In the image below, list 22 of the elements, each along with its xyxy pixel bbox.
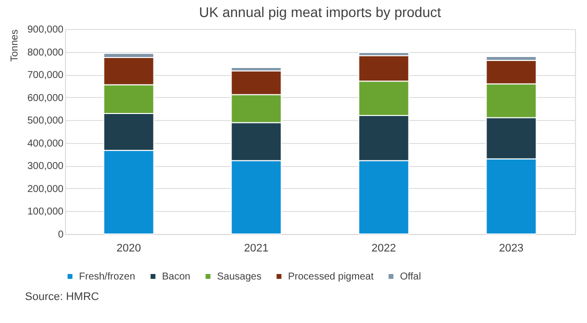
- x-tick-label: 2020: [116, 242, 141, 254]
- y-tick-label: 500,000: [27, 116, 64, 127]
- source-note: Source: HMRC: [25, 291, 100, 303]
- x-tick-label: 2023: [499, 242, 524, 254]
- y-tick-label: 300,000: [27, 161, 64, 172]
- y-axis-title: Tonnes: [9, 30, 20, 62]
- y-tick-label: 600,000: [27, 92, 64, 104]
- x-tick-label: 2022: [372, 242, 396, 254]
- y-tick-label: 700,000: [27, 70, 64, 82]
- y-tick-label: 400,000: [27, 138, 64, 150]
- chart-title: UK annual pig meat imports by product: [198, 4, 442, 20]
- legend-label: Processed pigmeat: [288, 271, 374, 282]
- y-tick-label: 800,000: [27, 47, 64, 58]
- y-tick-label: 100,000: [27, 206, 64, 218]
- legend-label: Offal: [400, 271, 421, 282]
- legend-label: Fresh/frozen: [79, 271, 136, 282]
- y-tick-label: 0: [58, 230, 64, 240]
- legend-label: Sausages: [217, 271, 262, 282]
- y-tick-label: 200,000: [27, 184, 64, 195]
- legend-label: Bacon: [162, 271, 190, 282]
- y-tick-label: 900,000: [27, 24, 64, 36]
- x-tick-label: 2021: [244, 242, 268, 254]
